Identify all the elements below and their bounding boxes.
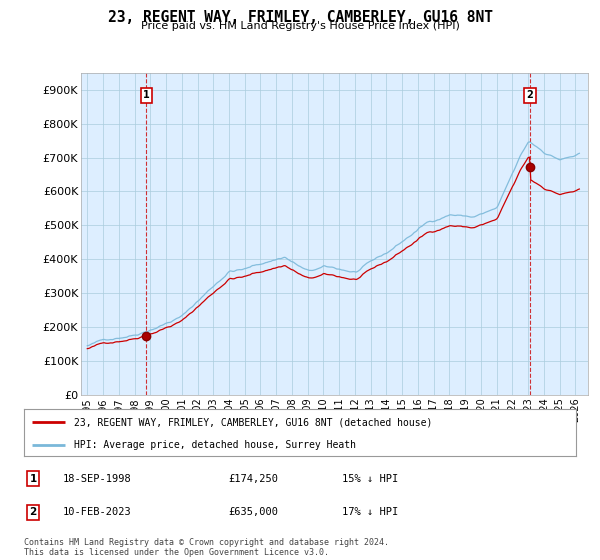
- Text: Price paid vs. HM Land Registry's House Price Index (HPI): Price paid vs. HM Land Registry's House …: [140, 21, 460, 31]
- Text: 2: 2: [527, 90, 533, 100]
- Text: 15% ↓ HPI: 15% ↓ HPI: [342, 474, 398, 484]
- Text: 2: 2: [29, 507, 37, 517]
- Text: HPI: Average price, detached house, Surrey Heath: HPI: Average price, detached house, Surr…: [74, 440, 356, 450]
- Text: 10-FEB-2023: 10-FEB-2023: [63, 507, 132, 517]
- Text: 23, REGENT WAY, FRIMLEY, CAMBERLEY, GU16 8NT: 23, REGENT WAY, FRIMLEY, CAMBERLEY, GU16…: [107, 10, 493, 25]
- Text: 1: 1: [143, 90, 150, 100]
- Text: 23, REGENT WAY, FRIMLEY, CAMBERLEY, GU16 8NT (detached house): 23, REGENT WAY, FRIMLEY, CAMBERLEY, GU16…: [74, 417, 432, 427]
- Text: £174,250: £174,250: [228, 474, 278, 484]
- Text: 17% ↓ HPI: 17% ↓ HPI: [342, 507, 398, 517]
- Text: Contains HM Land Registry data © Crown copyright and database right 2024.
This d: Contains HM Land Registry data © Crown c…: [24, 538, 389, 557]
- Text: 18-SEP-1998: 18-SEP-1998: [63, 474, 132, 484]
- Text: 1: 1: [29, 474, 37, 484]
- Text: £635,000: £635,000: [228, 507, 278, 517]
